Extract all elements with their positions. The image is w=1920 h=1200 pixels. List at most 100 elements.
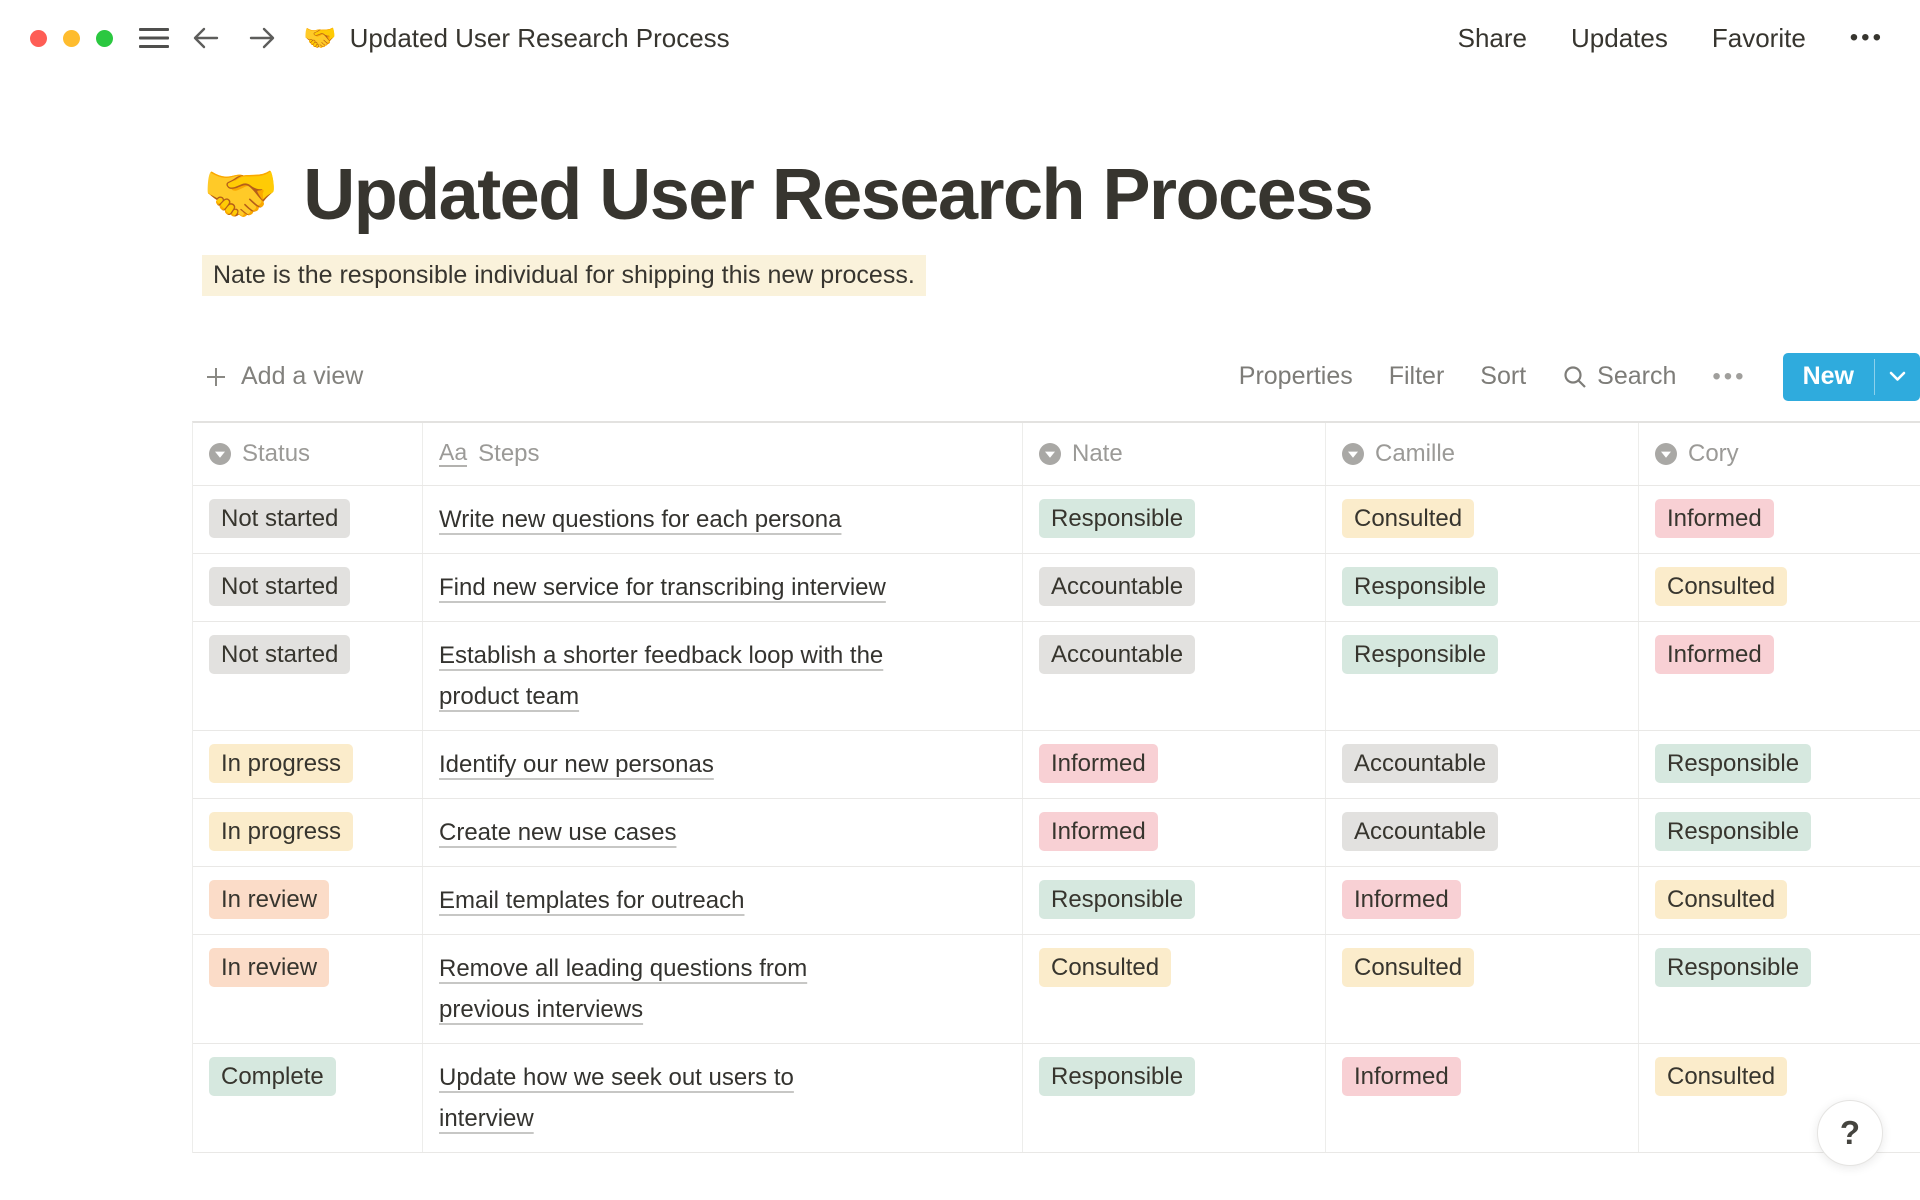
cory-cell[interactable]: Responsible	[1639, 731, 1920, 798]
nate-cell[interactable]: Informed	[1023, 798, 1326, 866]
steps-cell[interactable]: Update how we seek out users to intervie…	[423, 1043, 1023, 1152]
status-badge[interactable]: In review	[209, 879, 330, 919]
more-options-icon[interactable]: •••	[1849, 24, 1884, 51]
minimize-window-button[interactable]	[63, 29, 80, 47]
column-header-nate[interactable]: Nate	[1023, 422, 1326, 485]
page-title[interactable]: Updated User Research Process	[303, 155, 1374, 235]
nate-badge[interactable]: Responsible	[1039, 498, 1196, 538]
breadcrumb[interactable]: 🤝 Updated User Research Process	[303, 23, 730, 54]
highlighted-text[interactable]: Nate is the responsible individual for s…	[202, 254, 926, 296]
cory-badge[interactable]: Consulted	[1655, 879, 1788, 919]
cory-cell[interactable]: Informed	[1639, 486, 1920, 553]
status-cell[interactable]: In progress	[193, 798, 423, 866]
properties-button[interactable]: Properties	[1238, 362, 1353, 391]
cory-cell[interactable]: Informed	[1639, 622, 1920, 730]
cory-cell[interactable]: Consulted	[1639, 1044, 1920, 1152]
step-title[interactable]: Identify our new personas	[439, 750, 714, 778]
status-badge[interactable]: Complete	[209, 1056, 336, 1096]
nate-cell[interactable]: Responsible	[1023, 485, 1326, 553]
camille-cell[interactable]: Responsible	[1326, 621, 1639, 730]
cory-badge[interactable]: Consulted	[1655, 566, 1788, 606]
back-arrow-icon[interactable]	[191, 25, 221, 51]
cory-badge[interactable]: Responsible	[1655, 811, 1812, 851]
status-cell[interactable]: In progress	[193, 730, 423, 798]
cory-cell[interactable]: Responsible	[1639, 799, 1920, 866]
cory-badge[interactable]: Responsible	[1655, 743, 1812, 783]
nate-cell[interactable]: Informed	[1023, 730, 1326, 798]
column-header-status[interactable]: Status	[193, 422, 423, 485]
search-button[interactable]: Search	[1562, 362, 1676, 391]
cory-badge[interactable]: Responsible	[1655, 947, 1812, 987]
camille-cell[interactable]: Informed	[1326, 1043, 1639, 1152]
nate-cell[interactable]: Consulted	[1023, 934, 1326, 1043]
status-cell[interactable]: Complete	[193, 1043, 423, 1152]
step-title[interactable]: Find new service for transcribing interv…	[439, 573, 886, 601]
status-badge[interactable]: In progress	[209, 743, 354, 783]
nate-badge[interactable]: Accountable	[1039, 634, 1196, 674]
column-header-camille[interactable]: Camille	[1326, 422, 1639, 485]
cory-badge[interactable]: Informed	[1655, 498, 1774, 538]
sort-button[interactable]: Sort	[1480, 362, 1527, 391]
nate-cell[interactable]: Responsible	[1023, 866, 1326, 934]
cory-badge[interactable]: Informed	[1655, 634, 1774, 674]
new-button[interactable]: New	[1802, 362, 1854, 391]
nate-badge[interactable]: Responsible	[1039, 1056, 1196, 1096]
column-header-cory[interactable]: Cory	[1639, 423, 1920, 485]
cory-cell[interactable]: Consulted	[1639, 867, 1920, 934]
nate-badge[interactable]: Consulted	[1039, 947, 1172, 987]
camille-badge[interactable]: Consulted	[1342, 498, 1475, 538]
status-badge[interactable]: Not started	[209, 634, 351, 674]
step-title[interactable]: Remove all leading questions from previo…	[439, 954, 808, 1023]
nate-badge[interactable]: Informed	[1039, 743, 1158, 783]
nate-cell[interactable]: Responsible	[1023, 1043, 1326, 1152]
camille-cell[interactable]: Accountable	[1326, 798, 1639, 866]
status-cell[interactable]: In review	[193, 866, 423, 934]
nate-cell[interactable]: Accountable	[1023, 621, 1326, 730]
camille-badge[interactable]: Consulted	[1342, 947, 1475, 987]
menu-icon[interactable]	[139, 27, 169, 49]
status-cell[interactable]: Not started	[193, 621, 423, 730]
status-cell[interactable]: In review	[193, 934, 423, 1043]
status-badge[interactable]: In progress	[209, 811, 354, 851]
help-button[interactable]: ?	[1817, 1100, 1883, 1166]
camille-cell[interactable]: Consulted	[1326, 934, 1639, 1043]
steps-cell[interactable]: Remove all leading questions from previo…	[423, 934, 1023, 1043]
camille-badge[interactable]: Informed	[1342, 1056, 1461, 1096]
status-badge[interactable]: Not started	[209, 566, 351, 606]
camille-cell[interactable]: Responsible	[1326, 553, 1639, 621]
cory-cell[interactable]: Consulted	[1639, 554, 1920, 621]
step-title[interactable]: Create new use cases	[439, 818, 677, 846]
nate-badge[interactable]: Accountable	[1039, 566, 1196, 606]
camille-badge[interactable]: Accountable	[1342, 811, 1499, 851]
steps-cell[interactable]: Establish a shorter feedback loop with t…	[423, 621, 1023, 730]
cory-badge[interactable]: Consulted	[1655, 1056, 1788, 1096]
status-badge[interactable]: In review	[209, 947, 330, 987]
camille-badge[interactable]: Informed	[1342, 879, 1461, 919]
status-badge[interactable]: Not started	[209, 498, 351, 538]
camille-badge[interactable]: Responsible	[1342, 566, 1499, 606]
step-title[interactable]: Establish a shorter feedback loop with t…	[439, 641, 884, 710]
camille-cell[interactable]: Accountable	[1326, 730, 1639, 798]
nate-badge[interactable]: Responsible	[1039, 879, 1196, 919]
camille-cell[interactable]: Consulted	[1326, 485, 1639, 553]
steps-cell[interactable]: Email templates for outreach	[423, 866, 1023, 934]
share-button[interactable]: Share	[1457, 22, 1528, 53]
page-emoji-icon[interactable]: 🤝	[202, 160, 280, 230]
step-title[interactable]: Write new questions for each persona	[439, 505, 842, 533]
cory-cell[interactable]: Responsible	[1639, 935, 1920, 1043]
camille-cell[interactable]: Informed	[1326, 866, 1639, 934]
view-more-options-icon[interactable]: •••	[1712, 362, 1747, 390]
favorite-button[interactable]: Favorite	[1711, 22, 1806, 53]
column-header-steps[interactable]: Aa Steps	[423, 422, 1023, 485]
new-dropdown-button[interactable]	[1875, 353, 1920, 401]
filter-button[interactable]: Filter	[1388, 362, 1445, 391]
steps-cell[interactable]: Create new use cases	[423, 798, 1023, 866]
steps-cell[interactable]: Find new service for transcribing interv…	[423, 553, 1023, 621]
zoom-window-button[interactable]	[96, 29, 113, 47]
updates-button[interactable]: Updates	[1571, 22, 1668, 53]
steps-cell[interactable]: Write new questions for each persona	[423, 485, 1023, 553]
status-cell[interactable]: Not started	[193, 553, 423, 621]
camille-badge[interactable]: Accountable	[1342, 743, 1499, 783]
steps-cell[interactable]: Identify our new personas	[423, 730, 1023, 798]
step-title[interactable]: Email templates for outreach	[439, 886, 745, 914]
